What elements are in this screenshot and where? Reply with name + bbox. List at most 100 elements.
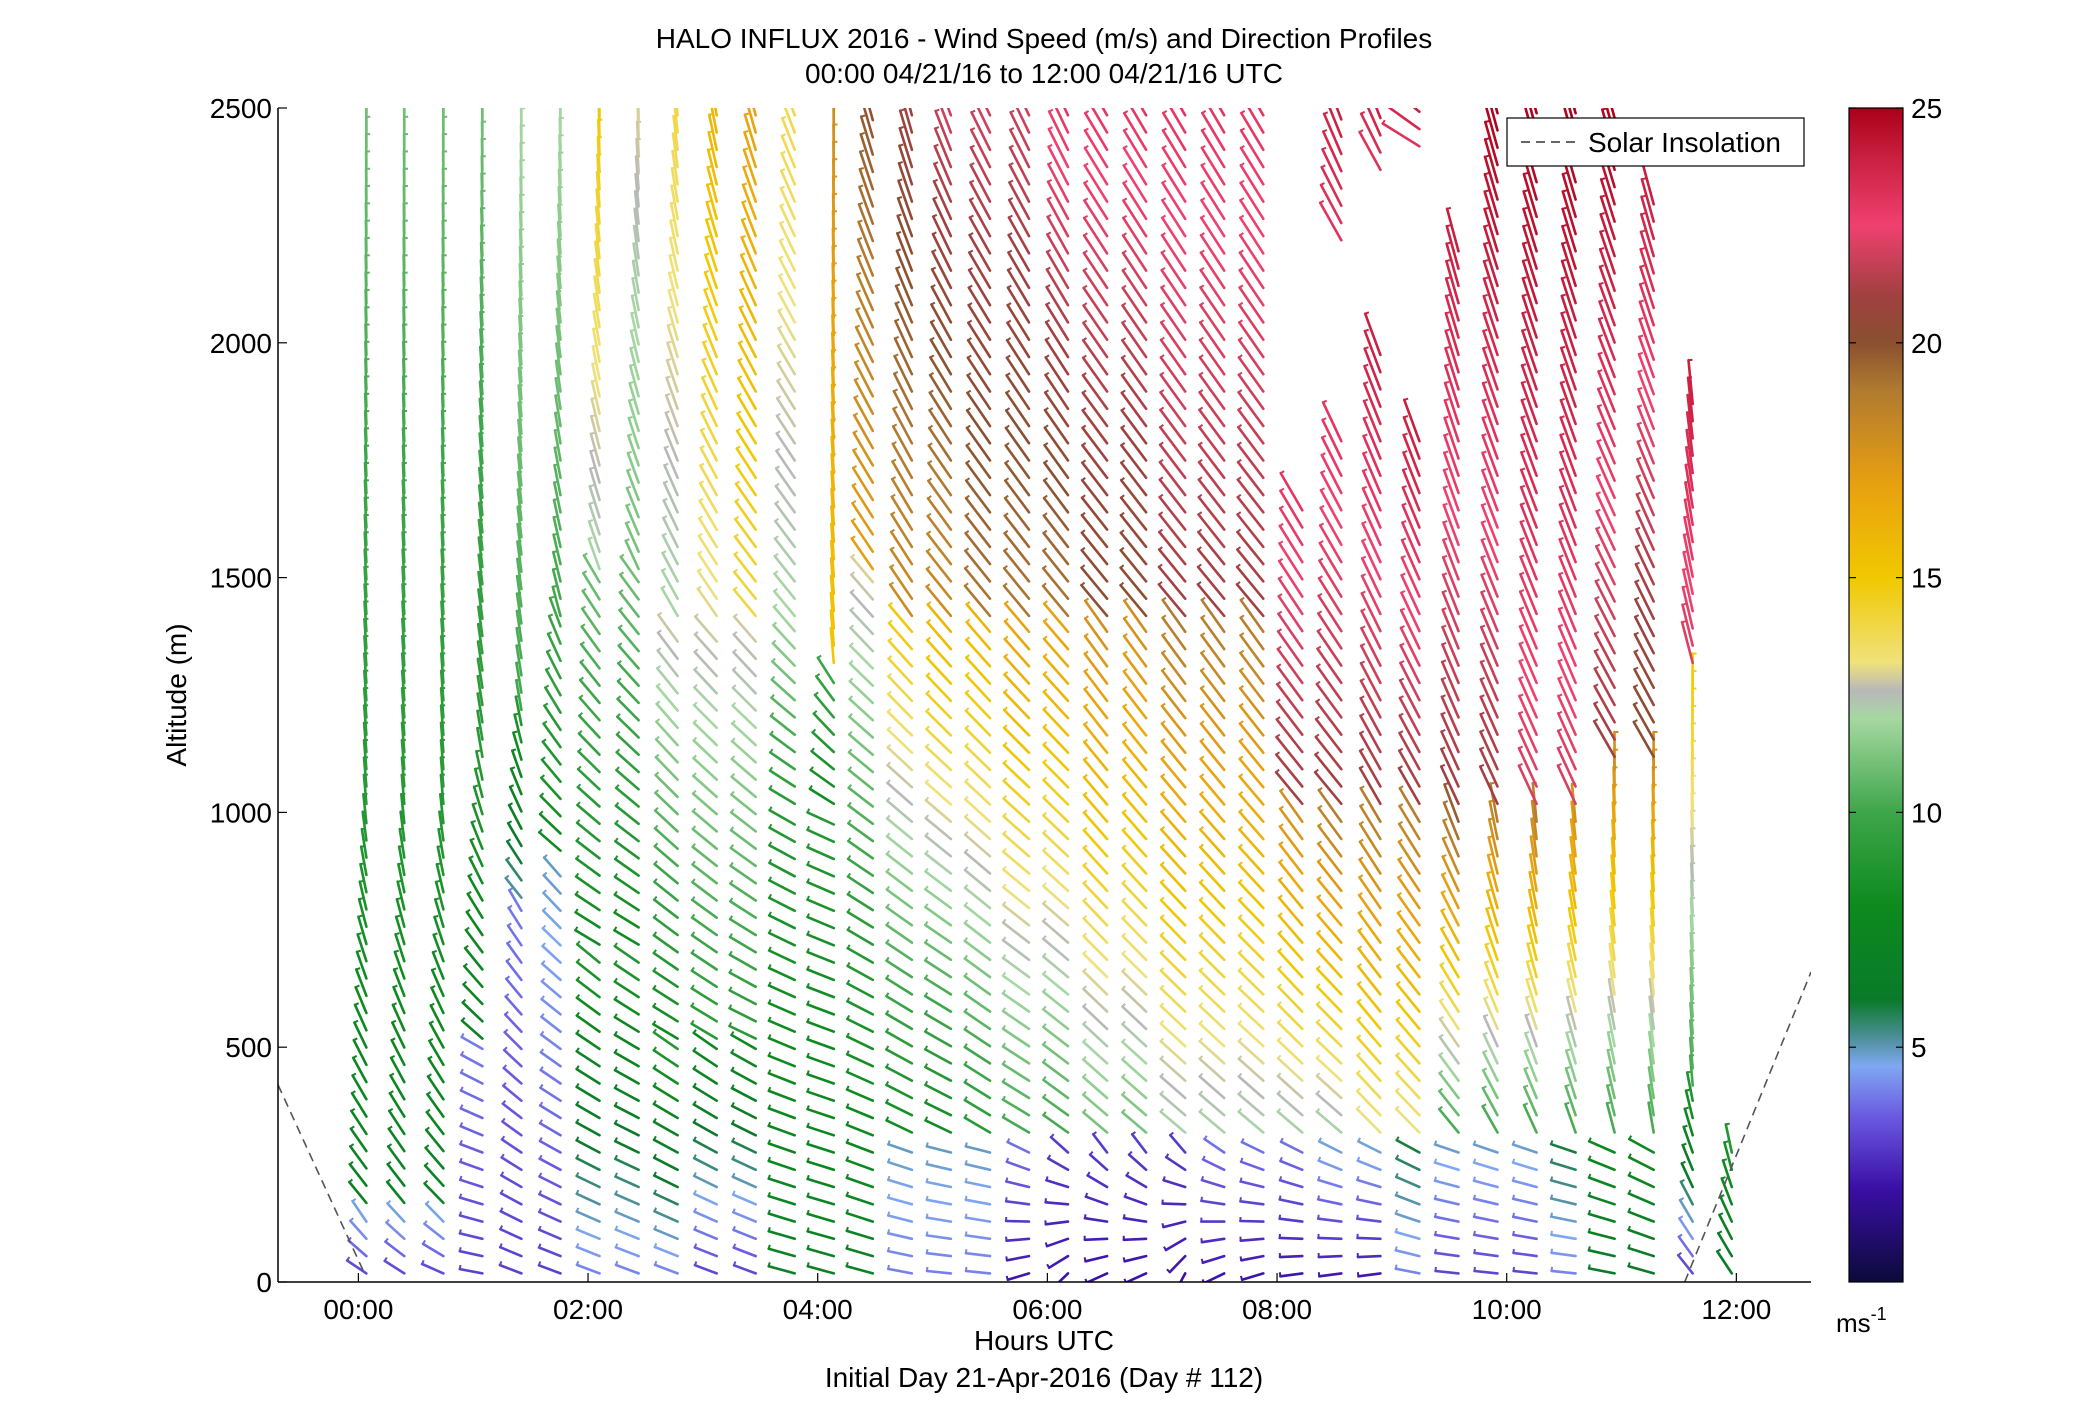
wind-barb	[1082, 917, 1109, 944]
wind-barb	[1196, 565, 1226, 601]
wind-barb	[732, 1264, 758, 1275]
wind-barb	[1122, 723, 1148, 755]
wind-barb	[362, 792, 368, 825]
wind-barb	[588, 484, 601, 519]
wind-barb	[847, 750, 875, 774]
wind-barb-flag	[1045, 301, 1051, 306]
wind-barb	[925, 585, 953, 618]
wind-barb	[652, 1138, 679, 1154]
wind-barb-flag	[668, 305, 673, 309]
wind-barb	[1587, 1158, 1616, 1172]
wind-barb	[767, 1124, 797, 1137]
wind-barb-flag	[538, 1243, 542, 1248]
wind-barb-flag	[1442, 589, 1447, 594]
wind-barb-flag	[575, 1029, 580, 1035]
wind-barb	[614, 804, 640, 826]
wind-barb	[1633, 650, 1655, 690]
wind-barb-flag	[628, 398, 634, 402]
wind-barb-flag	[926, 672, 931, 677]
wind-barb-flag	[1434, 1230, 1437, 1236]
wind-barb-flag	[1633, 701, 1638, 706]
wind-barb-flag	[1238, 949, 1243, 954]
wind-barb	[614, 1175, 640, 1189]
wind-barb-flag	[1484, 224, 1489, 228]
wind-barb-flag	[891, 493, 896, 498]
wind-barb	[1636, 457, 1655, 500]
wind-barb	[1598, 282, 1616, 327]
wind-barb	[964, 1162, 992, 1172]
wind-barb	[1483, 155, 1499, 201]
wind-barb	[579, 660, 601, 688]
wind-barb-flag	[887, 690, 892, 695]
wind-barb-flag	[1484, 137, 1490, 141]
wind-barb	[845, 1017, 875, 1033]
wind-barb	[1237, 1022, 1265, 1048]
wind-barb-flag	[393, 967, 399, 971]
wind-barb	[1007, 198, 1031, 238]
wind-barb-flag	[1081, 424, 1087, 429]
wind-barb	[731, 1175, 758, 1189]
wind-barb-flag	[924, 1063, 929, 1068]
wind-barb-flag	[933, 161, 939, 165]
wind-barb	[397, 845, 406, 877]
wind-barb-flag	[664, 462, 669, 467]
wind-barb-flag	[1512, 1194, 1515, 1200]
wind-barb-flag	[1522, 258, 1528, 262]
wind-barb	[1121, 987, 1148, 1013]
wind-barb-flag	[1161, 685, 1166, 690]
wind-barb	[553, 463, 562, 497]
wind-barb	[856, 255, 875, 295]
wind-barb	[849, 608, 875, 636]
wind-barb-flag	[1122, 1214, 1126, 1219]
wind-barb-flag	[470, 837, 475, 842]
wind-barb-flag	[1597, 438, 1602, 443]
wind-barb	[1047, 145, 1070, 186]
wind-barb-flag	[693, 1189, 697, 1195]
wind-barb	[1648, 977, 1655, 1013]
wind-barb	[806, 968, 836, 982]
colorbar-unit: ms-1	[1836, 1304, 1887, 1338]
wind-barb-flag	[1123, 179, 1128, 184]
wind-barb	[1520, 451, 1538, 495]
wind-barb	[1396, 965, 1421, 996]
wind-barb	[932, 197, 953, 238]
wind-barb-flag	[1004, 477, 1010, 482]
wind-barb	[1121, 286, 1148, 324]
wind-barb-flag	[845, 1209, 849, 1214]
wind-barb	[966, 356, 992, 393]
wind-barb-flag	[886, 867, 891, 873]
wind-barb	[808, 787, 836, 806]
wind-barb-flag	[771, 657, 776, 663]
wind-barb-flag	[1395, 1105, 1400, 1110]
wind-barb	[1082, 952, 1109, 979]
wind-barb	[890, 512, 914, 549]
wind-barb	[1003, 602, 1031, 634]
wind-barb-flag	[899, 126, 904, 130]
wind-barb	[478, 449, 484, 482]
wind-barb	[926, 479, 953, 514]
wind-barb	[1681, 603, 1694, 647]
wind-barb	[624, 539, 640, 571]
wind-barb	[777, 274, 797, 307]
wind-barb	[1442, 521, 1460, 564]
wind-barb	[654, 738, 679, 764]
wind-barb-flag	[859, 166, 865, 171]
wind-barb-flag	[783, 99, 787, 101]
wind-barb	[928, 391, 953, 428]
wind-barb	[1395, 1000, 1421, 1031]
wind-barb-flag	[1082, 319, 1088, 324]
wind-barb-flag	[806, 948, 810, 953]
wind-barb	[776, 379, 797, 411]
wind-barb-flag	[1238, 826, 1244, 831]
wind-barb	[856, 238, 875, 277]
wind-barb	[473, 767, 484, 799]
wind-barb-flag	[1482, 1085, 1487, 1090]
wind-barb-flag	[1239, 632, 1245, 637]
wind-barb	[1627, 1264, 1655, 1275]
wind-barb-flag	[1043, 477, 1049, 482]
wind-barb-flag	[932, 231, 937, 235]
wind-barb	[1121, 793, 1148, 824]
wind-barb-flag	[614, 1154, 618, 1160]
wind-barb	[932, 180, 953, 221]
wind-barb-flag	[1484, 206, 1489, 210]
